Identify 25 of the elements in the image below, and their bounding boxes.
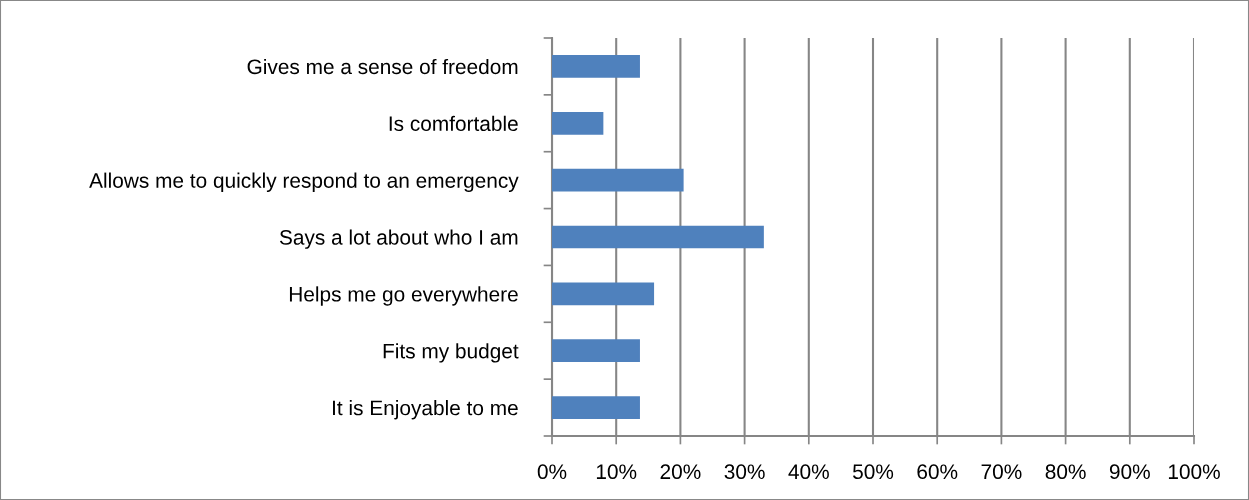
- y-tick-label: Fits my budget: [383, 343, 519, 363]
- y-tick-label: It is Enjoyable to me: [333, 400, 518, 420]
- x-tick-label: 10%: [596, 464, 637, 480]
- bar: [552, 396, 640, 419]
- y-tick-label: Says a lot about who I am: [279, 229, 518, 249]
- bar: [552, 55, 640, 78]
- x-tick-label: 90%: [1109, 464, 1150, 480]
- x-tick-label: 100%: [1168, 464, 1220, 480]
- x-tick-label: 0%: [537, 464, 567, 480]
- x-tick-label: 20%: [660, 464, 701, 480]
- bar: [552, 225, 764, 249]
- bar: [552, 339, 640, 363]
- x-tick-label: 70%: [981, 464, 1022, 480]
- bar: [552, 168, 684, 192]
- y-tick-label: Gives me a sense of freedom: [247, 58, 518, 75]
- x-tick-label: 60%: [917, 464, 958, 480]
- x-tick-label: 40%: [788, 464, 829, 480]
- y-tick-label: Helps me go everywhere: [289, 286, 518, 306]
- bar: [552, 111, 604, 135]
- y-tick-label: Is comfortable: [389, 115, 518, 132]
- x-tick-label: 30%: [724, 464, 765, 480]
- x-tick-label: 50%: [852, 464, 894, 480]
- x-tick-label: 80%: [1045, 464, 1086, 480]
- y-tick-label: Allows me to quickly respond to an emergency: [89, 172, 519, 193]
- bar: [552, 282, 655, 306]
